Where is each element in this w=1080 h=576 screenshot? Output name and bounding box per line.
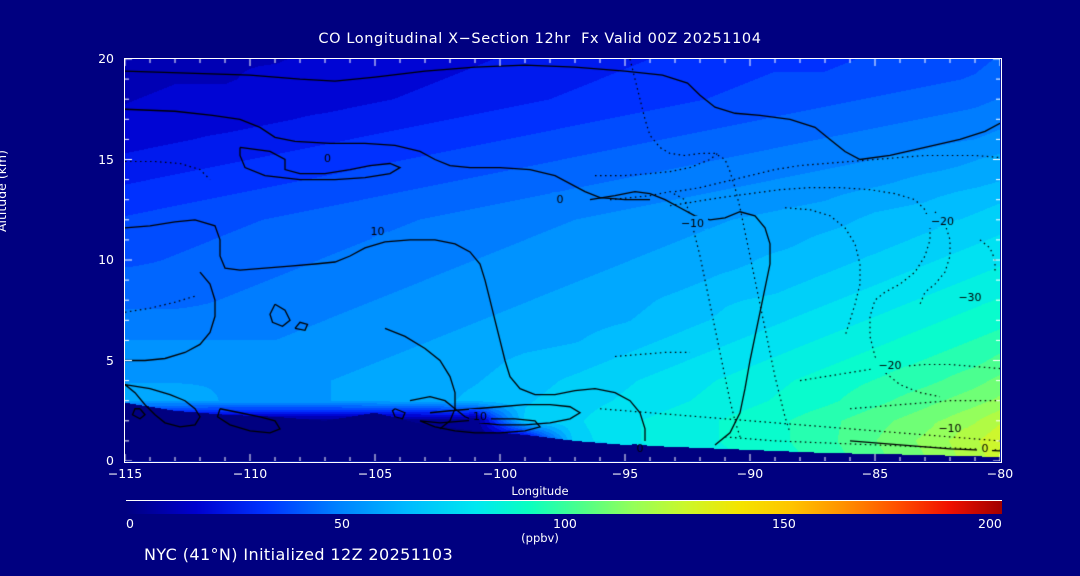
colorbar-tick-label: 150 (772, 516, 796, 531)
x-tick-label: −100 (482, 466, 518, 481)
colorbar (126, 500, 1002, 514)
x-tick-label: −90 (736, 466, 764, 481)
x-axis-label: Longitude (511, 484, 569, 498)
y-axis-label: Altitude (km) (0, 150, 9, 232)
colorbar-tick-label: 100 (553, 516, 577, 531)
x-tick-label: −105 (357, 466, 393, 481)
chart-title: CO Longitudinal X−Section 12hr Fx Valid … (318, 31, 762, 47)
x-tick-label: −115 (107, 466, 143, 481)
colorbar-tick-label: 50 (334, 516, 350, 531)
x-tick-label: −85 (861, 466, 889, 481)
y-tick-label: 5 (106, 352, 114, 368)
y-tick-label: 20 (98, 51, 114, 66)
y-tick-label: 10 (98, 252, 114, 267)
y-tick-label: 15 (98, 151, 114, 167)
footer-caption: NYC (41°N) Initialized 12Z 20251103 (144, 545, 454, 564)
colorbar-gradient (126, 500, 1002, 514)
colorbar-tick-label: 0 (126, 516, 134, 531)
colorbar-tick-label: 200 (978, 516, 1002, 531)
x-tick-label: −80 (986, 466, 1014, 481)
colorbar-units: (ppbv) (521, 531, 559, 545)
x-tick-label: −95 (611, 466, 639, 481)
y-tick-label: 0 (106, 453, 114, 468)
x-tick-label: −110 (232, 466, 268, 481)
contour-field (125, 59, 1000, 461)
cross-section-plot (124, 58, 1002, 463)
